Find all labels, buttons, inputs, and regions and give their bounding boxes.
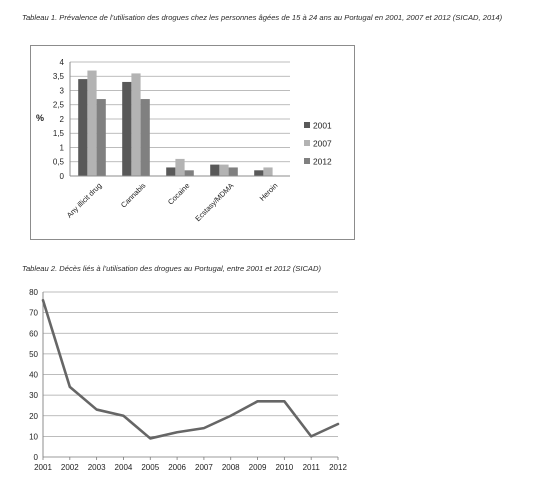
y-tick-label-8: 4 <box>60 58 65 67</box>
bar-3-0 <box>210 164 220 176</box>
y-axis-label: % <box>36 113 44 123</box>
y-tick-label-0: 0 <box>60 172 65 181</box>
line-x-tick-label-9: 2010 <box>275 463 293 472</box>
line-y-tick-label-2: 20 <box>29 412 38 421</box>
legend-swatch-0 <box>304 122 310 128</box>
line-x-tick-label-4: 2005 <box>141 463 159 472</box>
bar-3-2 <box>228 167 238 176</box>
legend-label-0: 2001 <box>313 121 332 131</box>
line-x-tick-label-10: 2011 <box>303 463 321 472</box>
series-line <box>41 298 340 440</box>
line-y-tick-label-3: 30 <box>29 391 38 400</box>
y-tick-label-3: 1,5 <box>53 129 65 138</box>
legend-label-1: 2007 <box>313 139 332 149</box>
y-tick-label-5: 2,5 <box>53 101 65 110</box>
bar-0-1 <box>87 70 97 176</box>
table2-caption: Tableau 2. Décès liés à l’utilisation de… <box>22 264 322 273</box>
legend-swatch-2 <box>304 158 310 164</box>
bar-3-1 <box>219 164 229 176</box>
chart-frame <box>30 45 355 240</box>
legend-label-2: 2012 <box>313 157 332 167</box>
y-tick-label-6: 3 <box>60 86 65 95</box>
line-x-tick-label-11: 2012 <box>329 463 347 472</box>
line-x-tick-label-2: 2003 <box>88 463 106 472</box>
line-x-tick-label-7: 2008 <box>222 463 240 472</box>
bar-1-2 <box>140 99 150 176</box>
y-tick-label-4: 2 <box>60 115 65 124</box>
line-y-tick-label-4: 40 <box>29 371 38 380</box>
bar-2-1 <box>175 158 185 176</box>
line-y-tick-label-5: 50 <box>29 350 38 359</box>
y-tick-label-7: 3,5 <box>53 72 65 81</box>
bar-2-0 <box>166 167 176 176</box>
bar-4-0 <box>254 170 264 176</box>
line-y-tick-label-0: 0 <box>34 453 39 462</box>
bar-2-2 <box>184 170 194 176</box>
line-y-tick-label-6: 60 <box>29 329 38 338</box>
line-x-tick-label-5: 2006 <box>168 463 186 472</box>
line-y-tick-label-8: 80 <box>29 288 38 297</box>
bar-0-0 <box>78 79 88 176</box>
bar-1-0 <box>122 81 132 176</box>
y-tick-label-2: 1 <box>60 143 65 152</box>
line-y-tick-label-1: 10 <box>29 432 38 441</box>
line-x-tick-label-8: 2009 <box>249 463 267 472</box>
bar-4-1 <box>263 167 273 176</box>
line-x-tick-label-1: 2002 <box>61 463 79 472</box>
line-x-tick-label-6: 2007 <box>195 463 213 472</box>
line-y-tick-label-7: 70 <box>29 309 38 318</box>
line-x-tick-label-3: 2004 <box>115 463 133 472</box>
bar-1-1 <box>131 73 141 176</box>
table1-caption: Tableau 1. Prévalence de l’utilisation d… <box>22 13 503 22</box>
y-tick-label-1: 0,5 <box>53 158 65 167</box>
bar-0-2 <box>96 99 106 176</box>
line-x-tick-label-0: 2001 <box>34 463 52 472</box>
legend-swatch-1 <box>304 140 310 146</box>
